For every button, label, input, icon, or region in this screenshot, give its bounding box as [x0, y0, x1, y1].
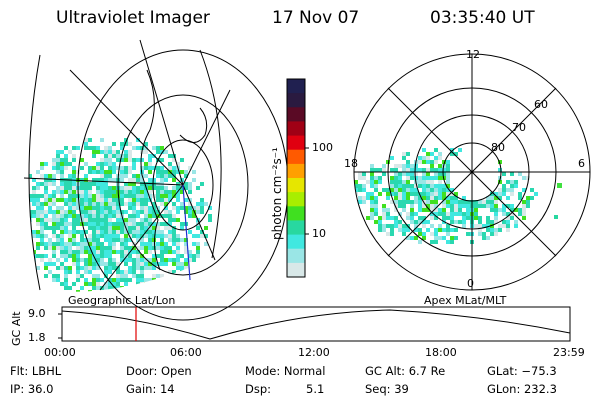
filter-info: Flt: LBHL	[10, 364, 62, 378]
ip-info: IP: 36.0	[10, 382, 54, 396]
mlat-70-label: 70	[512, 121, 526, 134]
y-tick-1-8: 1.8	[28, 331, 46, 344]
altitude-curve	[61, 309, 571, 340]
colorbar-swatch	[287, 135, 305, 151]
door-info: Door: Open	[126, 364, 192, 378]
mlat-60-label: 60	[534, 98, 548, 111]
colorbar-swatch	[287, 163, 305, 179]
aurora-emission-polar	[354, 148, 538, 244]
time-label: 03:35:40 UT	[430, 8, 535, 28]
colorbar-swatch	[287, 262, 305, 278]
colorbar-gradient	[287, 79, 305, 278]
colorbar-swatch	[287, 121, 305, 137]
polar-grid	[353, 53, 591, 291]
gain-info: Gain: 14	[126, 382, 175, 396]
colorbar-swatch	[287, 234, 305, 250]
gc-alt-info: GC Alt: 6.7 Re	[365, 364, 446, 378]
x-tick-1800: 18:00	[425, 346, 457, 359]
seq-info: Seq: 39	[365, 382, 409, 396]
x-tick-0600: 06:00	[170, 346, 202, 359]
colorbar-swatch	[287, 93, 305, 108]
mlat-80-label: 80	[491, 141, 505, 154]
colorbar-swatch	[287, 206, 305, 221]
mlt-0-label: 0	[467, 277, 474, 290]
altitude-plot-frame	[61, 306, 571, 342]
y-tick-9: 9.0	[28, 307, 46, 320]
terminator-line	[182, 184, 191, 281]
apex-label: Apex MLat/MLT	[424, 294, 507, 307]
colorbar-swatch	[287, 178, 305, 193]
x-tick-1200: 12:00	[298, 346, 330, 359]
dsp-value: 5.1	[306, 382, 325, 396]
colorbar-swatch	[287, 79, 305, 94]
date-label: 17 Nov 07	[272, 8, 360, 28]
geographic-label: Geographic Lat/Lon	[68, 294, 176, 307]
x-tick-2359: 23:59	[553, 346, 585, 359]
glat-info: GLat: −75.3	[487, 364, 557, 378]
colorbar-swatch	[287, 192, 305, 207]
colorbar-swatch	[287, 248, 305, 264]
colorbar-swatch	[287, 220, 305, 236]
colorbar-tick-10: 10	[312, 227, 326, 240]
mlt-18-label: 18	[344, 157, 358, 170]
mlt-12-label: 12	[466, 48, 480, 61]
colorbar-swatch	[287, 149, 305, 165]
colorbar-tick-100: 100	[312, 141, 333, 154]
aurora-emission	[29, 138, 212, 292]
gc-alt-axis-label: GC Alt	[10, 311, 23, 346]
mode-info: Mode: Normal	[245, 364, 326, 378]
instrument-title: Ultraviolet Imager	[56, 8, 210, 28]
colorbar-swatch	[287, 107, 305, 122]
x-tick-0000: 00:00	[44, 346, 76, 359]
coastline	[140, 69, 208, 271]
mlt-6-label: 6	[578, 157, 585, 170]
dsp-label: Dsp:	[245, 382, 272, 396]
glon-info: GLon: 232.3	[487, 382, 557, 396]
